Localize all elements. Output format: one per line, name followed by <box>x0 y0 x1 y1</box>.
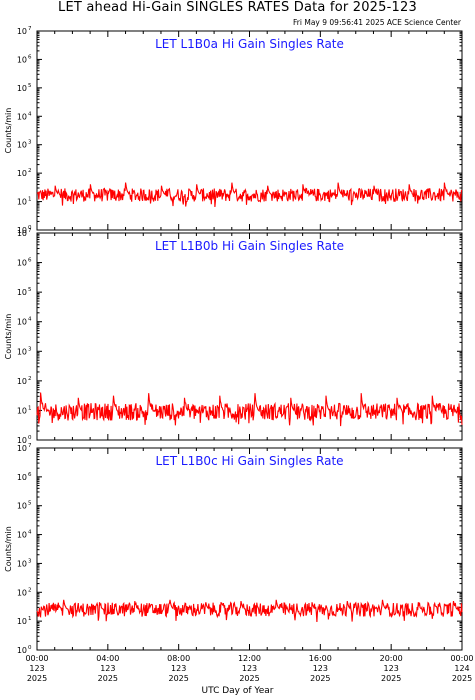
y-axis-title: Counts/min <box>4 314 13 360</box>
y-tick-exponent: 3 <box>28 346 32 352</box>
y-axis-title: Counts/min <box>4 108 13 154</box>
y-tick-label: 10 <box>17 226 27 235</box>
y-tick-label: 10 <box>17 229 27 238</box>
plot-frame <box>36 447 463 651</box>
x-axis-title: UTC Day of Year <box>201 686 274 696</box>
series-line <box>36 182 463 208</box>
x-tick-label-year: 2025 <box>381 674 401 683</box>
y-tick-label: 10 <box>17 617 27 626</box>
y-tick-exponent: 4 <box>28 317 32 323</box>
y-tick-label: 10 <box>17 502 27 511</box>
y-tick-exponent: 6 <box>28 472 32 478</box>
x-tick-label-time: 08:00 <box>167 654 190 663</box>
y-tick-exponent: 5 <box>28 501 32 507</box>
y-tick-label: 10 <box>17 27 27 36</box>
y-tick-label: 10 <box>17 436 27 445</box>
x-tick-label-year: 2025 <box>98 674 118 683</box>
y-tick-label: 10 <box>17 318 27 327</box>
panel-title: LET L1B0c Hi Gain Singles Rate <box>155 454 343 468</box>
y-tick-label: 10 <box>17 559 27 568</box>
x-tick-label-day: 123 <box>171 664 186 673</box>
y-tick-label: 10 <box>17 444 27 453</box>
y-tick-exponent: 0 <box>28 435 32 441</box>
y-tick-label: 10 <box>17 588 27 597</box>
x-tick-label-year: 2025 <box>168 674 188 683</box>
x-tick-label-time: 00:00 <box>450 654 473 663</box>
y-tick-exponent: 5 <box>28 83 32 89</box>
y-tick-exponent: 6 <box>28 258 32 264</box>
y-tick-exponent: 4 <box>28 111 32 117</box>
y-tick-exponent: 0 <box>28 645 32 651</box>
x-tick-label-time: 04:00 <box>96 654 119 663</box>
y-axis-title: Counts/min <box>4 526 13 572</box>
x-tick-label-year: 2025 <box>239 674 259 683</box>
y-tick-exponent: 3 <box>28 140 32 146</box>
generation-timestamp: Fri May 9 09:56:41 2025 ACE Science Cent… <box>293 18 461 27</box>
y-tick-label: 10 <box>17 377 27 386</box>
x-tick-label-day: 123 <box>100 664 115 673</box>
y-tick-exponent: 5 <box>28 287 32 293</box>
y-tick-exponent: 4 <box>28 530 32 536</box>
y-tick-exponent: 6 <box>28 54 32 60</box>
y-tick-exponent: 1 <box>28 616 32 622</box>
y-tick-exponent: 1 <box>28 405 32 411</box>
x-tick-label-time: 00:00 <box>25 654 48 663</box>
y-tick-label: 10 <box>17 112 27 121</box>
x-tick-label-day: 123 <box>242 664 257 673</box>
x-tick-label-time: 20:00 <box>380 654 403 663</box>
y-tick-label: 10 <box>17 141 27 150</box>
y-tick-label: 10 <box>17 406 27 415</box>
x-tick-label-day: 123 <box>313 664 328 673</box>
y-tick-exponent: 7 <box>28 26 32 32</box>
y-tick-label: 10 <box>17 347 27 356</box>
y-tick-label: 10 <box>17 84 27 93</box>
series-line <box>36 599 463 623</box>
y-tick-exponent: 2 <box>28 376 32 382</box>
series-line <box>36 392 463 427</box>
y-tick-exponent: 2 <box>28 587 32 593</box>
y-tick-label: 10 <box>17 646 27 655</box>
panel-title: LET L1B0b Hi Gain Singles Rate <box>155 239 344 253</box>
panel-title: LET L1B0a Hi Gain Singles Rate <box>155 37 344 51</box>
y-tick-label: 10 <box>17 55 27 64</box>
page-title: LET ahead Hi-Gain SINGLES RATES Data for… <box>58 0 417 15</box>
x-tick-label-year: 2025 <box>310 674 330 683</box>
y-tick-exponent: 7 <box>28 443 32 449</box>
y-tick-label: 10 <box>17 169 27 178</box>
x-tick-label-day: 123 <box>29 664 44 673</box>
y-tick-label: 10 <box>17 531 27 540</box>
x-tick-label-time: 16:00 <box>309 654 332 663</box>
y-tick-exponent: 2 <box>28 168 32 174</box>
y-tick-label: 10 <box>17 198 27 207</box>
y-tick-label: 10 <box>17 288 27 297</box>
y-tick-label: 10 <box>17 259 27 268</box>
x-tick-label-year: 2025 <box>452 674 472 683</box>
x-tick-label-day: 124 <box>454 664 469 673</box>
y-tick-exponent: 0 <box>28 225 32 231</box>
x-tick-label-day: 123 <box>384 664 399 673</box>
x-tick-label-year: 2025 <box>27 674 47 683</box>
y-tick-exponent: 3 <box>28 558 32 564</box>
x-tick-label-time: 12:00 <box>238 654 261 663</box>
y-tick-exponent: 1 <box>28 197 32 203</box>
y-tick-exponent: 7 <box>28 228 32 234</box>
y-tick-label: 10 <box>17 473 27 482</box>
